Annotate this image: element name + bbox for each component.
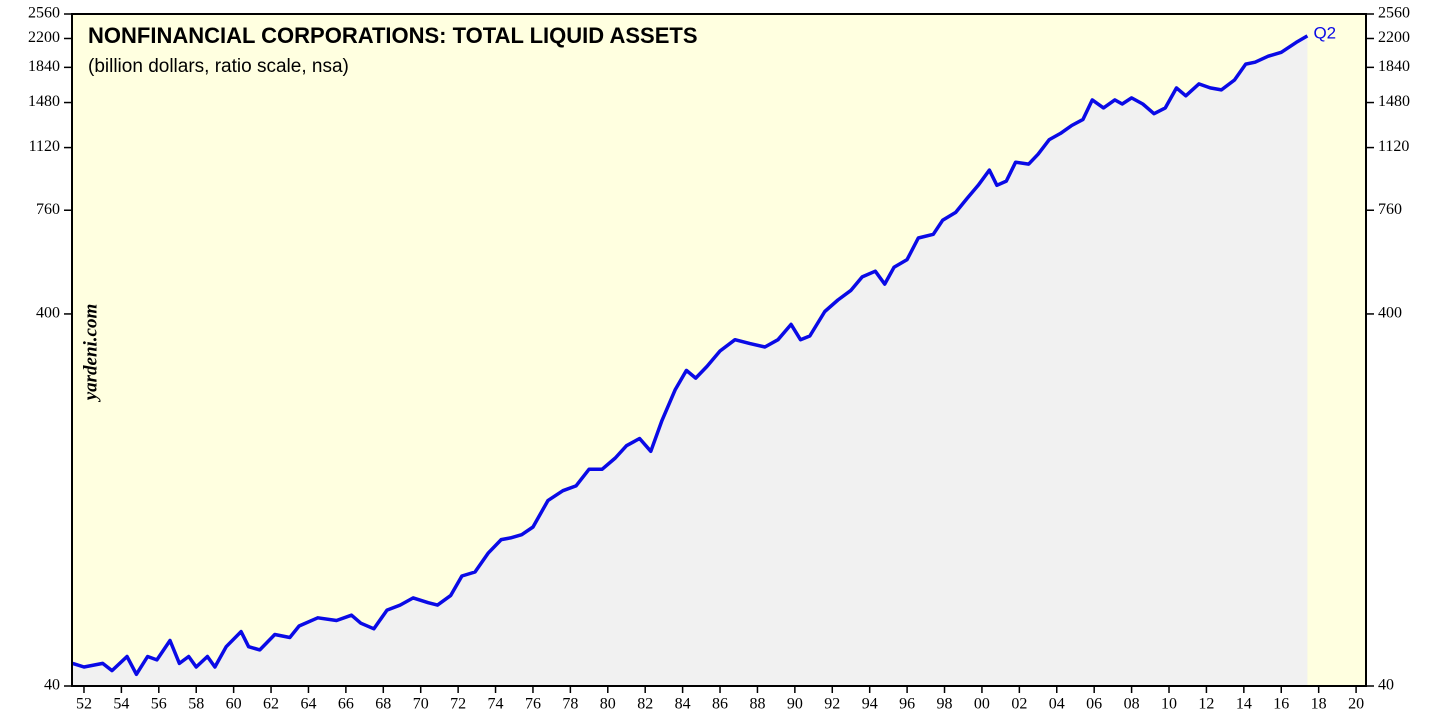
x-tick-label: 52 (76, 696, 92, 713)
x-tick-label: 74 (488, 696, 504, 713)
x-tick-label: 66 (338, 696, 354, 713)
x-tick-label: 72 (450, 696, 466, 713)
plot-frame (71, 13, 1367, 687)
x-tick-label: 92 (824, 696, 840, 713)
y-tick-label: 1120 (29, 138, 60, 155)
x-tick-label: 62 (263, 696, 279, 713)
y2-tick-label: 760 (1378, 201, 1402, 218)
x-tick-label: 08 (1124, 696, 1140, 713)
x-tick-label: 12 (1198, 696, 1214, 713)
source-label: yardeni.com (80, 304, 101, 403)
y-tick-label: 760 (36, 201, 60, 218)
x-tick-label: 60 (226, 696, 242, 713)
x-tick-label: 16 (1273, 696, 1289, 713)
x-tick-label: 94 (862, 696, 878, 713)
x-tick-label: 58 (188, 696, 204, 713)
x-tick-label: 64 (300, 696, 316, 713)
y-tick-label: 1840 (28, 58, 60, 75)
plot-layer (72, 34, 1309, 686)
x-tick-label: 86 (712, 696, 728, 713)
x-tick-label: 82 (637, 696, 653, 713)
x-tick-label: 98 (937, 696, 953, 713)
y2-tick-label: 1840 (1378, 58, 1410, 75)
y2-tick-label: 40 (1378, 677, 1394, 694)
x-tick-label: 78 (562, 696, 578, 713)
line (72, 34, 1309, 677)
chart-subtitle: (billion dollars, ratio scale, nsa) (88, 56, 349, 77)
x-tick-label: 90 (787, 696, 803, 713)
end-annotation: Q2 (1313, 23, 1336, 42)
y-tick-label: 1480 (28, 93, 60, 110)
x-tick-label: 06 (1086, 696, 1102, 713)
x-tick-label: 76 (525, 696, 541, 713)
x-tick-label: 04 (1049, 696, 1065, 713)
y2-tick-label: 2200 (1378, 29, 1410, 46)
x-tick-label: 20 (1348, 696, 1364, 713)
x-tick-label: 14 (1236, 696, 1252, 713)
y2-tick-label: 1480 (1378, 93, 1410, 110)
x-tick-label: 54 (113, 696, 129, 713)
y-tick-label: 2560 (28, 5, 60, 22)
y2-tick-label: 2560 (1378, 5, 1410, 22)
y2-tick-label: 1120 (1378, 138, 1409, 155)
x-tick-label: 18 (1311, 696, 1327, 713)
x-tick-label: 96 (899, 696, 915, 713)
y-tick-label: 2200 (28, 29, 60, 46)
x-tick-label: 02 (1011, 696, 1027, 713)
x-tick-label: 68 (375, 696, 391, 713)
x-tick-label: 88 (749, 696, 765, 713)
x-tick-label: 56 (151, 696, 167, 713)
x-tick-label: 84 (675, 696, 691, 713)
x-tick-label: 00 (974, 696, 990, 713)
x-tick-label: 10 (1161, 696, 1177, 713)
chart-title: NONFINANCIAL CORPORATIONS: TOTAL LIQUID … (88, 23, 698, 48)
y2-tick-label: 400 (1378, 305, 1402, 322)
area (72, 35, 1308, 686)
y-tick-label: 400 (36, 305, 60, 322)
x-tick-label: 70 (413, 696, 429, 713)
y-tick-label: 40 (44, 677, 60, 694)
x-tick-label: 80 (600, 696, 616, 713)
